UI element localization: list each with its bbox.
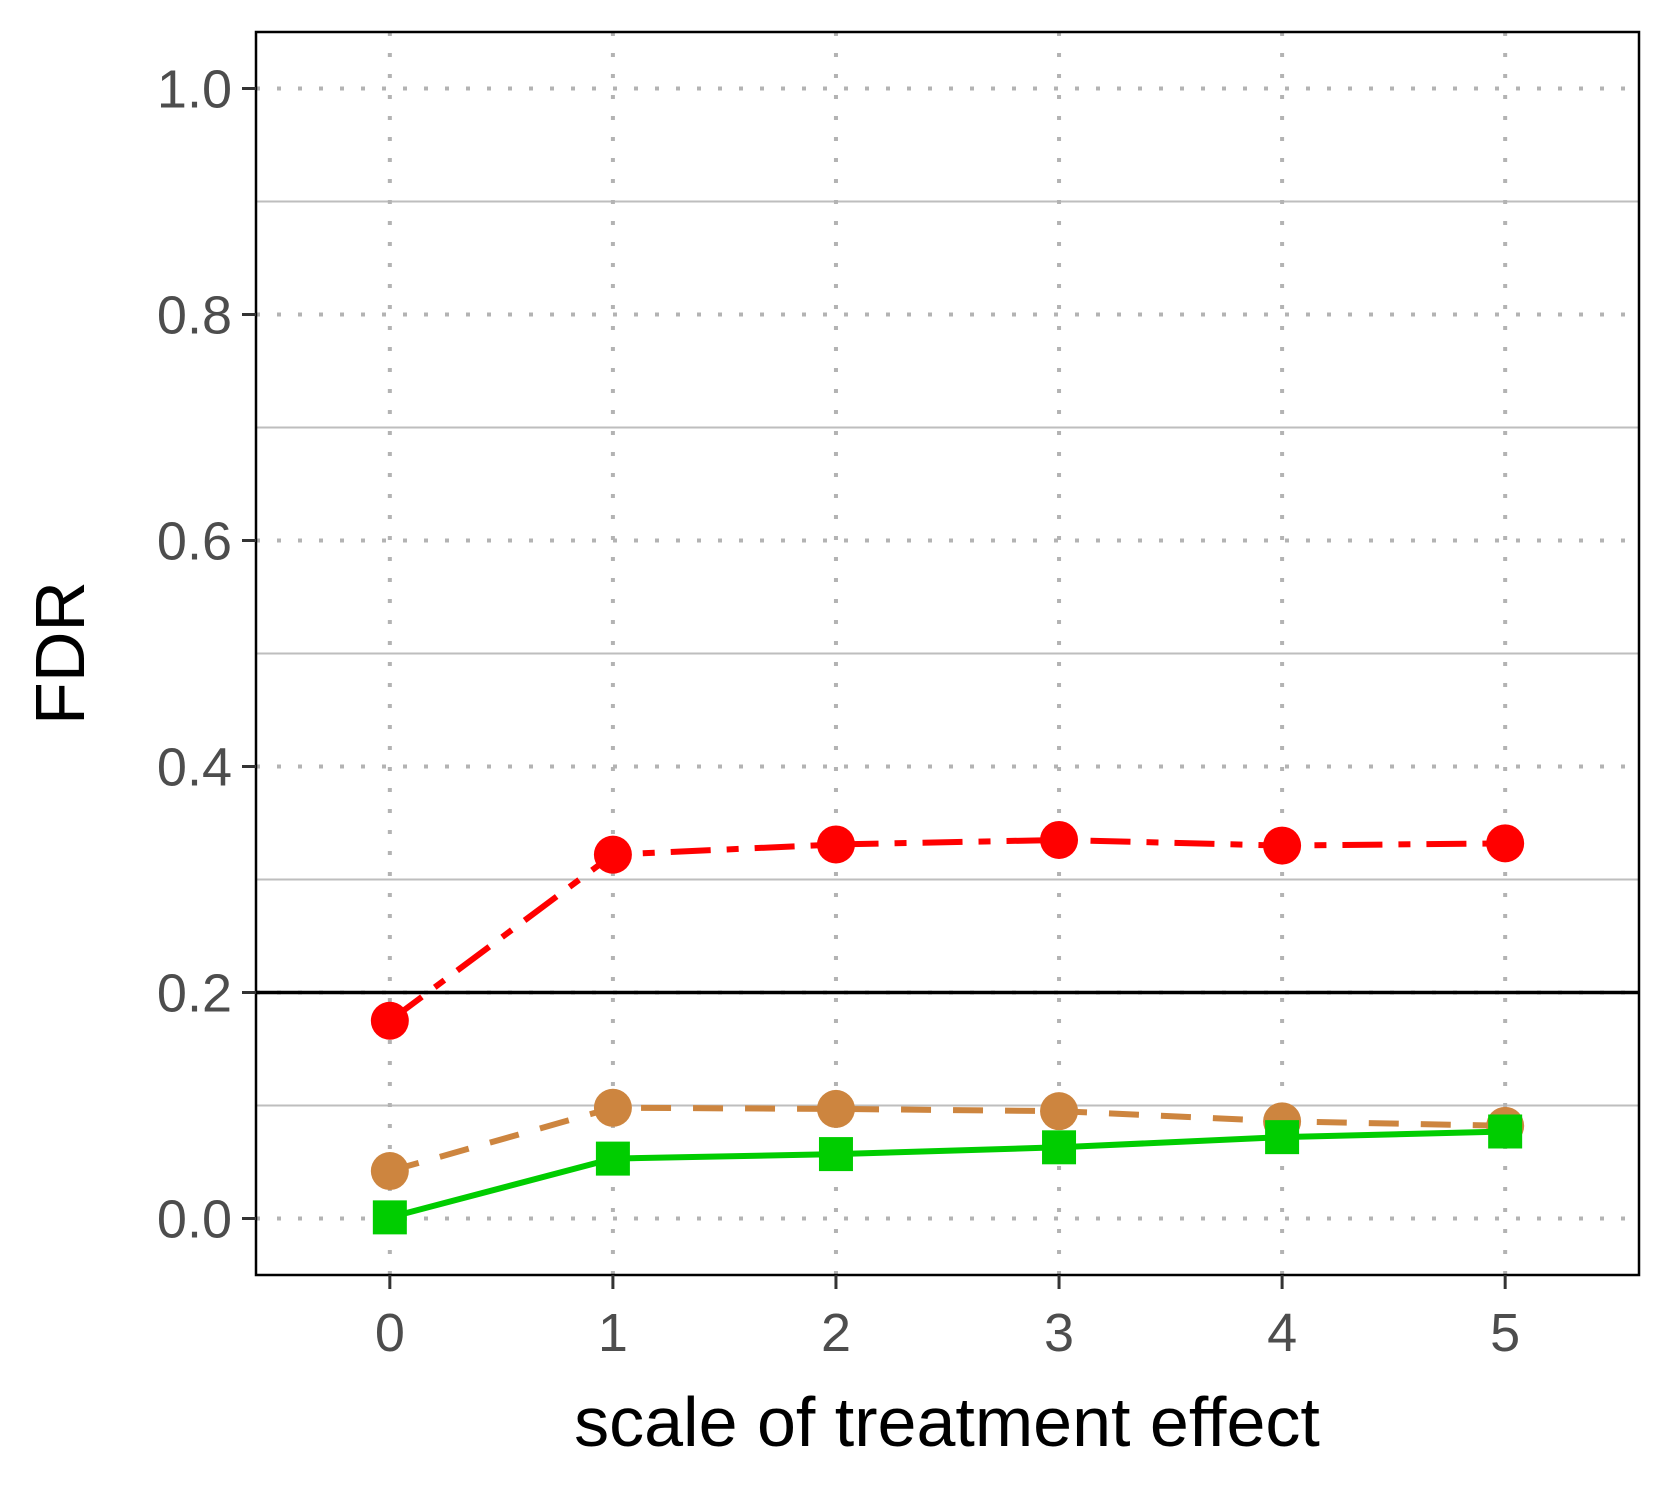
- data-point-red-dotdash-circles: [1486, 824, 1525, 863]
- data-point-green-solid-squares: [372, 1200, 407, 1235]
- data-point-green-solid-squares: [595, 1141, 630, 1176]
- data-point-orange-dashed-circles: [1040, 1092, 1079, 1131]
- data-point-red-dotdash-circles: [1263, 826, 1302, 865]
- data-point-red-dotdash-circles: [1040, 820, 1079, 859]
- data-point-red-dotdash-circles: [593, 835, 632, 874]
- x-tick-label: 0: [375, 1303, 405, 1363]
- y-axis-title: FDR: [21, 581, 99, 725]
- data-point-orange-dashed-circles: [370, 1152, 409, 1191]
- minor-gridlines: [256, 200, 1639, 1107]
- x-axis-title: scale of treatment effect: [574, 1383, 1320, 1461]
- x-tick-label: 2: [821, 1303, 851, 1363]
- series-layer: [370, 820, 1525, 1235]
- plot-panel-border: [254, 30, 1641, 1277]
- y-tick-label: 0.0: [157, 1190, 232, 1250]
- x-tick-label: 4: [1267, 1303, 1297, 1363]
- y-tick-label: 0.8: [157, 286, 232, 346]
- series-line-red-dotdash-circles: [388, 836, 1506, 1024]
- y-axis: 0.0 0.2 0.4 0.6 0.8 1.0: [157, 60, 256, 1250]
- x-tick-label: 5: [1490, 1303, 1520, 1363]
- x-tick-label: 3: [1044, 1303, 1074, 1363]
- series-line-green-solid-squares: [389, 1128, 1506, 1221]
- x-tick-label: 1: [598, 1303, 628, 1363]
- data-point-green-solid-squares: [1265, 1120, 1300, 1155]
- x-axis: 0 1 2 3 4 5: [375, 1275, 1520, 1363]
- y-tick-label: 0.4: [157, 738, 232, 798]
- data-point-orange-dashed-circles: [593, 1088, 632, 1127]
- data-point-green-solid-squares: [1488, 1114, 1523, 1149]
- data-point-red-dotdash-circles: [816, 825, 855, 864]
- data-point-green-solid-squares: [1042, 1130, 1077, 1165]
- data-point-orange-dashed-circles: [816, 1089, 855, 1128]
- data-point-red-dotdash-circles: [370, 1001, 409, 1040]
- y-tick-label: 0.2: [157, 964, 232, 1024]
- series-line-orange-dashed-circles: [389, 1104, 1506, 1174]
- data-point-green-solid-squares: [818, 1137, 853, 1172]
- y-tick-label: 1.0: [157, 60, 232, 120]
- y-tick-label: 0.6: [157, 512, 232, 572]
